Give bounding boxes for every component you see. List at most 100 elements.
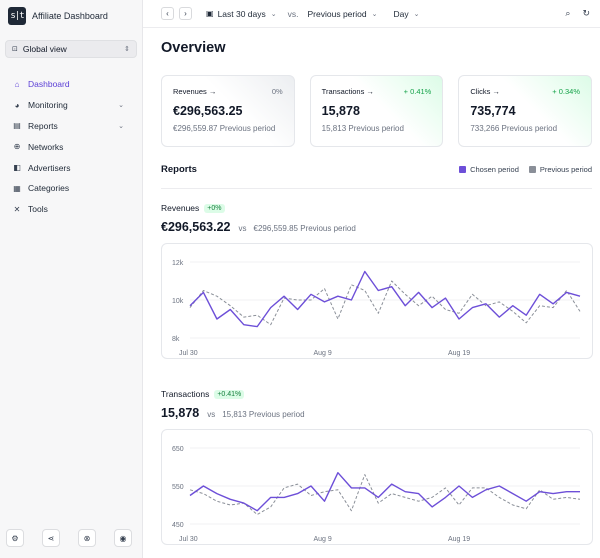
card-header: Transactions → + 0.41% [322,87,432,96]
sidebar-nav: ⌂ Dashboard ◕ Monitoring ⌄ ▤ Reports ⌄ ⊕ Networks… [0,74,142,220]
topbar: ‹ › ▣ Last 30 days ⌄ vs. Previous period… [143,0,600,28]
report-transactions: Transactions +0.41% 15,878 vs 15,813 Previou… [161,389,593,545]
search-icon[interactable]: ⌕ [565,8,571,18]
granularity-select[interactable]: Day ⌄ [393,9,419,19]
sidebar-item-label: Categories [28,183,70,194]
sidebar-item-label: Reports [28,120,58,131]
series-line-chosen [189,472,580,512]
series-line-previous [189,474,581,515]
chevron-up-down-icon: ⇕ [124,46,130,53]
app-title: Affiliate Dashboard [32,11,108,21]
sidebar-item-dashboard[interactable]: ⌂ Dashboard [0,74,142,95]
x-tick-label: Aug 9 [313,536,331,543]
sidebar-item-label: Tools [28,204,48,215]
legend-swatch-chosen [459,166,467,173]
section-values: €296,563.22 vs €296,559.85 Previous period [161,220,592,234]
card-label: Revenues → [173,87,217,96]
help-button[interactable]: ⊗ [78,529,96,547]
page-title: Overview [161,40,226,56]
sidebar-item-categories[interactable]: ▦ Categories [0,178,142,199]
kpi-card-transactions[interactable]: Transactions → + 0.41% 15,878 15,813 Previo… [309,75,444,147]
kpi-card-revenues[interactable]: Revenues → 0% €296,563.25 €296,559.87 Previ… [161,75,295,147]
app-logo: s|t [8,7,26,25]
section-header: Transactions +0.41% [161,389,592,399]
y-tick-label: 10k [172,298,184,305]
report-sections: Revenues +0% €296,563.22 vs €296,559.85 Prev… [161,203,593,545]
view-select[interactable]: ⊡ Global view ⇕ [5,40,137,58]
user-button[interactable]: ◉ [114,529,132,547]
chart-svg: 8k 10k 12k Jul 30 Aug 9 Aug 19 [172,260,581,357]
section-label: Transactions [161,389,210,399]
chevron-down-icon: ⌄ [270,10,277,18]
globe-icon: ⊕ [13,142,21,152]
kpi-card-clicks[interactable]: Clicks → + 0.34% 735,774 733,266 Previous p… [458,75,593,147]
sidebar-item-label: Advertisers [28,162,71,173]
kpi-cards: Revenues → 0% €296,563.25 €296,559.87 Previ… [161,75,593,147]
line-chart: 8k 10k 12k Jul 30 Aug 9 Aug 19 [161,243,593,359]
home-icon: ⌂ [14,79,20,89]
pie-chart-icon: ◕ [14,100,20,110]
sidebar-item-reports[interactable]: ▤ Reports ⌄ [0,116,142,137]
chevron-down-icon: ⌄ [371,10,378,18]
sidebar-item-advertisers[interactable]: ◧ Advertisers [0,157,142,178]
tags-icon: ▦ [13,183,21,193]
sidebar-item-label: Monitoring [28,100,68,111]
y-tick-label: 450 [172,522,184,529]
card-delta: 0% [271,87,283,96]
chevron-down-icon: ⌄ [118,102,124,110]
megaphone-icon: ◧ [13,163,21,173]
compare-select[interactable]: Previous period ⌄ [308,9,378,19]
vs-label: vs [207,410,216,419]
x-tick-label: Jul 30 [179,350,198,357]
document-icon: ▤ [13,121,21,131]
topbar-actions: ⌕ ↻ [553,8,600,19]
card-previous: €296,559.87 Previous period [173,124,276,133]
main-area: ‹ › ▣ Last 30 days ⌄ vs. Previous period… [143,0,600,558]
view-select-label: Global view [22,44,67,54]
sidebar-item-label: Dashboard [28,79,70,90]
sidebar-item-label: Networks [28,141,64,152]
share-button[interactable]: ⋖ [42,529,60,547]
prev-period-button[interactable]: ‹ [161,7,174,20]
y-tick-label: 650 [172,446,184,453]
legend-swatch-previous [528,166,536,173]
card-value: 15,878 [321,104,360,118]
card-header: Revenues → 0% [173,87,283,96]
chevron-down-icon: ⌄ [413,10,420,18]
next-period-button[interactable]: › [179,7,192,20]
section-label: Revenues [161,203,200,213]
report-revenues: Revenues +0% €296,563.22 vs €296,559.85 Prev… [161,203,593,359]
granularity-label: Day [393,8,409,19]
share-icon: ⋖ [47,533,55,543]
card-previous: 15,813 Previous period [321,124,404,133]
section-previous: €296,559.85 Previous period [253,224,356,233]
date-range-select[interactable]: ▣ Last 30 days ⌄ [206,9,277,19]
chevron-right-icon: › [184,9,187,18]
series-line-previous [189,280,581,326]
reports-title: Reports [161,164,197,175]
chart-svg: 450 550 650 Jul 30 Aug 9 Aug 19 [172,446,581,543]
date-range-label: Last 30 days [217,8,266,19]
legend-chosen-label: Chosen period [470,165,519,174]
sidebar-item-monitoring[interactable]: ◕ Monitoring ⌄ [0,95,142,116]
series-line-chosen [189,270,581,328]
gear-button[interactable]: ⚙ [6,529,24,547]
refresh-icon[interactable]: ↻ [582,8,590,18]
chevron-down-icon: ⌄ [118,122,124,130]
card-label: Transactions → [321,87,374,96]
chevron-left-icon: ‹ [166,9,169,18]
sidebar-item-tools[interactable]: ✕ Tools [0,199,142,220]
sidebar: s|t Affiliate Dashboard ⊡ Global view ⇕ … [0,0,143,558]
tools-icon: ✕ [13,204,21,214]
legend-chosen: Chosen period [459,165,519,174]
compare-label: Previous period [307,8,367,19]
card-value: 735,774 [470,104,516,118]
reports-header: Reports Chosen period Previous period [161,164,592,189]
x-tick-label: Aug 19 [448,536,470,543]
sidebar-item-networks[interactable]: ⊕ Networks [0,136,142,157]
scope-icon: ⊡ [12,46,18,53]
section-value: €296,563.22 [161,220,231,234]
card-previous: 733,266 Previous period [470,124,558,133]
vs-label: vs. [287,8,299,19]
